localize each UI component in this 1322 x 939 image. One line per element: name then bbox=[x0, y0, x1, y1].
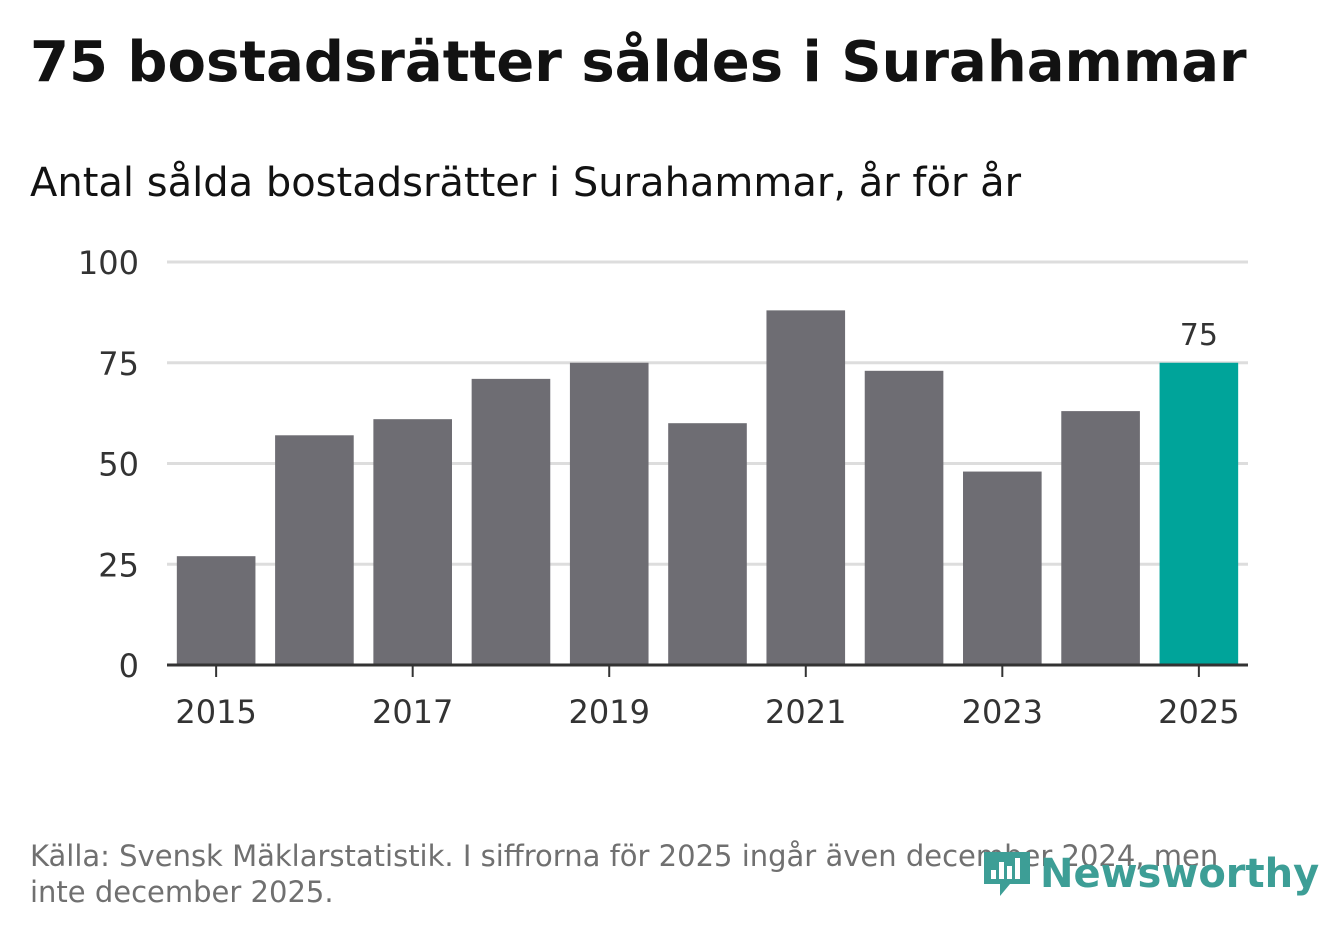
bar-2017 bbox=[373, 419, 452, 665]
x-tick-label: 2015 bbox=[175, 693, 256, 731]
bar-2019 bbox=[569, 362, 649, 665]
newsworthy-logo: Newsworthy bbox=[980, 848, 1319, 900]
x-tick-label: 2025 bbox=[1158, 693, 1239, 731]
logo-text: Newsworthy bbox=[1040, 851, 1320, 897]
bar-2015 bbox=[176, 556, 256, 665]
axes bbox=[167, 663, 1248, 677]
y-tick-label: 0 bbox=[119, 647, 139, 685]
bar-2025 bbox=[1159, 362, 1239, 665]
y-tick-label: 100 bbox=[78, 244, 139, 282]
x-tick-label: 2021 bbox=[765, 693, 846, 731]
bar-2021 bbox=[766, 310, 846, 665]
bar-chart: 0 25 50 75 100 75 2015 2017 2019 2021 2023 2025 bbox=[78, 244, 1248, 731]
bar-2024 bbox=[1061, 411, 1140, 665]
chart-title: 75 bostadsrätter såldes i Surahammar bbox=[30, 30, 1247, 95]
chart-subtitle: Antal sålda bostadsrätter i Surahammar, … bbox=[30, 160, 1022, 206]
data-label-2025: 75 bbox=[1180, 318, 1218, 353]
bars bbox=[176, 310, 1239, 665]
x-tick-label: 2019 bbox=[569, 693, 650, 731]
x-tick-label: 2023 bbox=[962, 693, 1043, 731]
bar-2023 bbox=[963, 471, 1042, 665]
y-tick-label: 25 bbox=[98, 546, 139, 584]
bar-2020 bbox=[668, 423, 747, 665]
y-tick-label: 75 bbox=[98, 345, 139, 383]
x-tick-label: 2017 bbox=[372, 693, 453, 731]
bar-2022 bbox=[864, 370, 944, 665]
bar-2018 bbox=[471, 378, 551, 665]
newsworthy-logo-icon bbox=[984, 852, 1030, 896]
bar-2016 bbox=[275, 435, 354, 665]
labels: 0 25 50 75 100 75 2015 2017 2019 2021 2023 2025 bbox=[78, 244, 1240, 731]
y-tick-label: 50 bbox=[98, 446, 139, 484]
